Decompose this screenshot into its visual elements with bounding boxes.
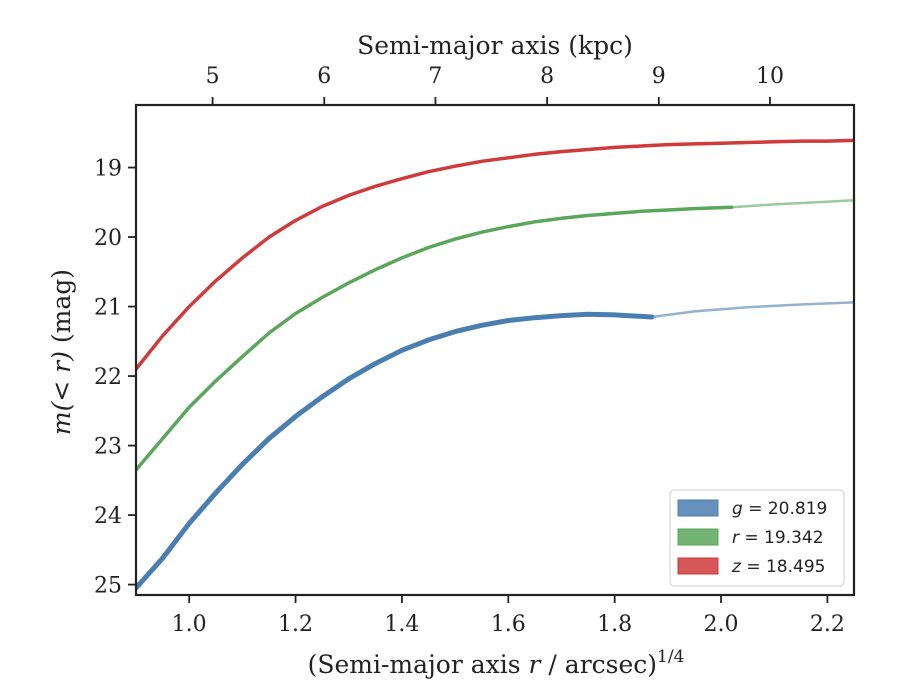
y-tick-label: 20 <box>94 226 122 251</box>
x-tick-label: 1.8 <box>597 612 632 637</box>
plot-area <box>136 138 854 591</box>
y-axis-title: m(< r) (mag) <box>47 269 76 435</box>
top-x-tick-label: 6 <box>317 64 331 89</box>
y-tick-label: 23 <box>94 435 122 460</box>
y-tick-label: 22 <box>94 365 122 390</box>
x-tick-label: 2.2 <box>810 612 845 637</box>
x-tick-label: 2.0 <box>704 612 739 637</box>
x-tick-label: 1.4 <box>384 612 419 637</box>
series-r-model-line <box>730 198 854 209</box>
y-tick-label: 21 <box>94 296 122 321</box>
series-g-model-line <box>650 301 854 319</box>
x-axis-title-main: (Semi-major axis <box>308 650 529 679</box>
x-axis-title-var: r <box>529 650 543 679</box>
legend: g = 20.819 r = 19.342 z = 18.495 <box>669 489 845 587</box>
y-tick-label: 25 <box>94 574 122 599</box>
y-tick-label: 19 <box>94 157 122 182</box>
legend-swatch-g <box>677 499 719 517</box>
top-x-tick-label: 9 <box>652 64 666 89</box>
legend-label-g: g = 20.819 <box>732 499 827 519</box>
series-r-line <box>136 205 734 472</box>
legend-swatch-r <box>677 528 719 546</box>
axes: 1.0 1.2 1.4 1.6 1.8 2.0 2.2 19 20 21 22 23 24 25 5 6 7 8 9… <box>94 64 845 637</box>
y-axis-title-var: m(< r) <box>47 351 76 435</box>
series-z-line <box>136 138 854 371</box>
top-x-tick-label: 5 <box>206 64 220 89</box>
top-x-axis-title: Semi-major axis (kpc) <box>357 31 633 60</box>
x-tick-label: 1.0 <box>172 612 207 637</box>
y-tick-label: 24 <box>94 504 122 529</box>
x-tick-label: 1.6 <box>491 612 526 637</box>
series-group <box>136 138 854 591</box>
series-g-line <box>136 311 655 591</box>
bottom-x-axis-title: (Semi-major axis r / arcsec)1/4 <box>308 647 685 679</box>
top-x-tick-label: 10 <box>756 64 784 89</box>
x-axis-title-exponent: 1/4 <box>657 647 684 667</box>
x-axis-title-tail: / arcsec) <box>540 650 657 679</box>
y-axis-title-unit: (mag) <box>47 269 76 351</box>
top-x-tick-label: 7 <box>428 64 442 89</box>
legend-swatch-z <box>677 557 719 575</box>
plot-frame <box>134 103 856 597</box>
x-tick-label: 1.2 <box>278 612 313 637</box>
legend-label-z: z = 18.495 <box>731 557 825 577</box>
legend-label-r: r = 19.342 <box>732 528 824 548</box>
top-x-tick-label: 8 <box>540 64 554 89</box>
